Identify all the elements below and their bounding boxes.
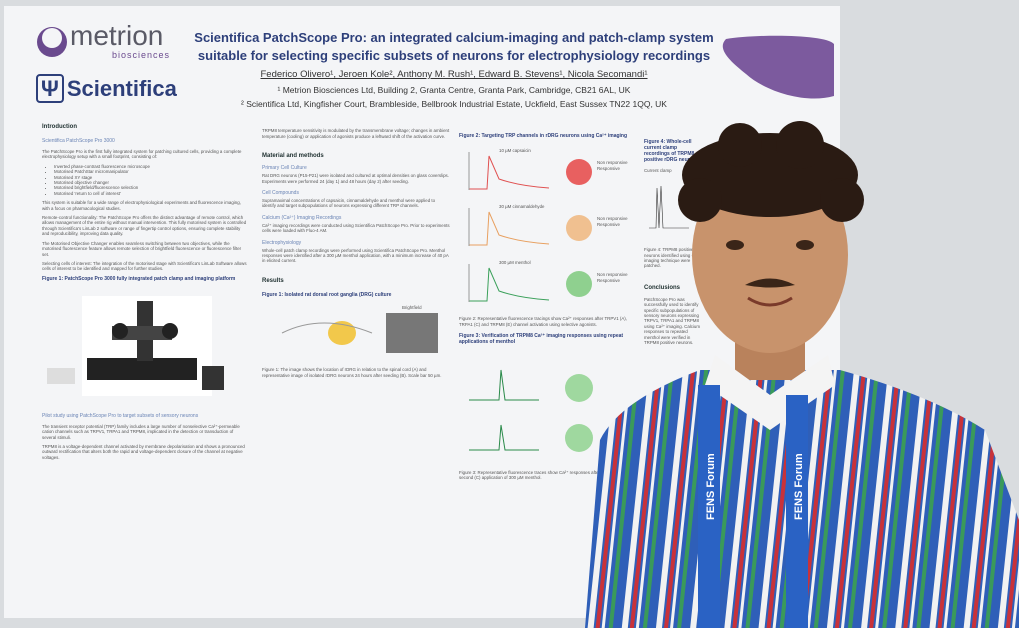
paragraphs: The transient receptor potential (TRP) f…	[42, 424, 247, 460]
caption: Figure 4: Whole-cell current clamp recor…	[644, 139, 699, 163]
caption: Figure 3: Verification of TRPM8 Ca²⁺ ima…	[459, 333, 624, 346]
agonist-label: 30 µM cinnamaldehyde	[499, 204, 545, 209]
trace	[468, 152, 592, 190]
text: The transient receptor potential (TRP) f…	[42, 423, 240, 440]
authors: Federico Olivero¹, Jeroen Kole², Anthony…	[260, 69, 648, 80]
heading: Introduction	[42, 124, 77, 130]
text: The PatchScope Pro is the first fully in…	[42, 149, 242, 160]
text: TRPM8 temperature sensitivity is modulat…	[262, 128, 450, 139]
subheading: Scientifica PatchScope Pro 3000	[42, 138, 115, 144]
trace	[468, 264, 592, 302]
subheading: Electrophysiology	[262, 239, 302, 246]
bullet: Inverted phase-contrast fluorescence mic…	[54, 164, 247, 169]
column: TRPM8 temperature sensitivity is modulat…	[262, 124, 450, 382]
subheading: Primary Cell Culture	[262, 165, 307, 172]
lanyard-text: FENS Forum	[705, 453, 717, 520]
text: Figure 2: Representative fluorescence tr…	[459, 316, 627, 327]
text: PatchScope Pro was successfully used to …	[644, 296, 701, 346]
trace-row: 300 µM menthol Non responsive Responsive	[459, 256, 639, 312]
heading: Material and methods	[262, 153, 324, 160]
agonist-label: 10 µM capsaicin	[499, 148, 531, 153]
column: Introduction Scientifica PatchScope Pro …	[42, 118, 247, 464]
label: Brightfield	[402, 304, 422, 310]
traces: 10 µM capsaicin Non responsive Responsive 3…	[459, 144, 639, 312]
repeat-traces	[469, 370, 593, 453]
trace-row: 10 µM capsaicin Non responsive Responsive	[459, 144, 639, 200]
methods: Primary Cell Culture Rat DRG neurons (P15…	[262, 165, 450, 264]
text: Rat DRG neurons (P15-P21) were isolated …	[262, 173, 449, 184]
subheading: Calcium (Ca²⁺) Imaging Recordings	[262, 214, 342, 221]
instrument-photo	[47, 295, 224, 396]
trace-row: 30 µM cinnamaldehyde Non responsive Respon…	[459, 200, 639, 256]
column: Figure 4: Whole-cell current clamp recor…	[644, 134, 704, 350]
subheading: Pilot study using PatchScope Pro to targ…	[42, 412, 199, 419]
figure: Brightfield	[262, 303, 450, 363]
caption: Figure 1: PatchScope Pro 3000 fully inte…	[42, 275, 236, 282]
legend-label: Responsive	[597, 166, 620, 171]
text: Ca²⁺ imaging recordings were conducted u…	[262, 222, 450, 234]
title: suitable for selecting specific subsets …	[197, 48, 711, 63]
text: Supramaximal concentrations of capsaicin…	[262, 198, 436, 209]
bullet: Motorised XY stage	[54, 175, 247, 180]
drg-figure	[281, 312, 438, 353]
decor	[722, 35, 834, 99]
text: Whole-cell patch clamp recordings were p…	[262, 247, 449, 264]
heading: Conclusions	[644, 284, 681, 291]
column: Figure 2: Targeting TRP channels in rDRG…	[459, 128, 639, 485]
metrion-icon	[37, 27, 67, 57]
text: This system is suitable for a wide range…	[42, 200, 241, 211]
affiliation: ² Scientifica Ltd, Kingfisher Court, Bra…	[241, 99, 667, 109]
legend-label: Non responsive	[597, 160, 628, 165]
clamp-trace	[649, 185, 689, 229]
bullet: Motorised 'return to cell of interest'	[54, 191, 247, 196]
poster: metrion biosciences Ψ Scientifica Scienti…	[4, 6, 840, 618]
label: Current clamp	[644, 168, 672, 173]
caption: Figure 2: Targeting TRP channels in rDRG…	[459, 133, 628, 139]
text: The Motorised Objective Changer enables …	[42, 240, 242, 257]
bullet: Motorised PatchStar micromanipulator	[54, 169, 247, 174]
heading: Results	[262, 277, 284, 284]
text: Remote-control functionality: The PatchS…	[42, 215, 247, 237]
logo: metrion	[70, 20, 164, 51]
logo-sub: biosciences	[112, 50, 171, 60]
text: Selecting cells of interest: The integra…	[42, 260, 247, 272]
text: Figure 3: Representative fluorescence tr…	[459, 469, 624, 480]
bullet: Motorised objective changer	[54, 180, 247, 185]
logo-text: Scientifica	[66, 76, 177, 101]
text: Figure 1: The image shows the location o…	[262, 367, 442, 378]
logo: Ψ Scientifica	[36, 74, 177, 103]
legend-label: Non responsive	[597, 216, 628, 221]
affiliation: ¹ Metrion Biosciences Ltd, Building 2, G…	[277, 85, 631, 95]
caption: Figure 1: Isolated rat dorsal root gangl…	[262, 291, 392, 298]
text: Figure 4: TRPM8 positive neurons identif…	[644, 247, 701, 269]
lanyard-text: FENS Forum	[793, 453, 805, 520]
list: Inverted phase-contrast fluorescence mic…	[42, 164, 247, 196]
subheading: Cell Compounds	[262, 190, 299, 197]
bullet: Motorised brightfield/fluorescence selec…	[54, 185, 247, 190]
text: TRPM8 is a voltage-dependent channel act…	[42, 443, 245, 460]
agonist-label: 300 µM menthol	[499, 260, 531, 265]
legend-label: Responsive	[597, 278, 620, 283]
legend-label: Responsive	[597, 222, 620, 227]
paragraphs: This system is suitable for a wide range…	[42, 200, 247, 271]
legend-label: Non responsive	[597, 272, 628, 277]
trace	[468, 208, 592, 246]
title: Scientifica PatchScope Pro: an integrate…	[194, 30, 714, 45]
